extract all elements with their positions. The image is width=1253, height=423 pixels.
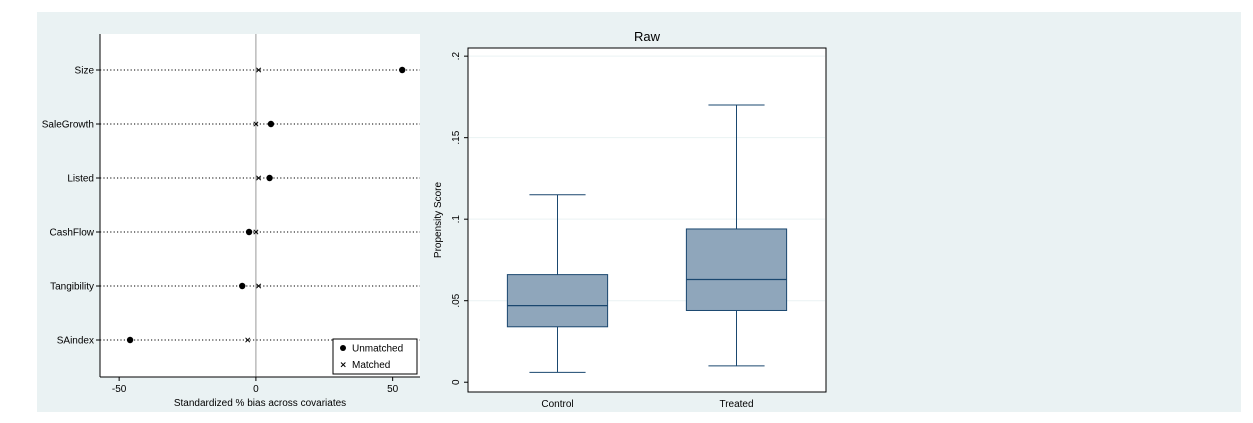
y-tick-label: .15 <box>451 130 462 144</box>
unmatched-point <box>126 336 134 344</box>
x-stroke <box>253 229 259 235</box>
y-axis-label: Propensity Score <box>433 181 444 258</box>
bias-x-ticks: -50 0 50 <box>112 377 399 395</box>
matched-point <box>253 229 259 235</box>
panel-title: Raw <box>634 29 661 44</box>
legend-unmatched-label: Unmatched <box>352 344 403 355</box>
unmatched-point <box>239 282 246 290</box>
iqr-box <box>506 274 609 328</box>
matched-point <box>256 67 262 73</box>
box-treated <box>685 104 788 367</box>
box-control <box>506 194 609 373</box>
matched-point <box>253 121 259 127</box>
unmatched-point <box>399 66 406 74</box>
iqr-box <box>685 228 788 311</box>
x-stroke <box>340 362 346 368</box>
x-stroke <box>245 337 251 343</box>
y-tick-label: .1 <box>451 215 462 224</box>
x-category-label: Control <box>541 399 573 410</box>
bias-plot-area <box>100 34 420 377</box>
legend-box <box>332 338 418 375</box>
y-tick-label: .2 <box>451 52 462 61</box>
unmatched-point <box>266 174 273 182</box>
covariate-label: SAindex <box>57 336 94 347</box>
bias-legend: Unmatched Matched <box>332 338 418 375</box>
raw-box-plot: Raw 0 .05 .1 .15 .2 Propensity Score Control Tre… <box>433 29 827 410</box>
bias-rows: Size SaleGrowth Listed CashFlow Tangibility S… <box>42 66 420 347</box>
box-plot-area <box>467 47 827 393</box>
matched-point <box>245 337 251 343</box>
x-stroke <box>256 67 262 73</box>
legend-matched-x-icon <box>340 362 346 368</box>
matched-point <box>256 283 262 289</box>
covariate-label: Listed <box>67 174 94 185</box>
x-stroke <box>256 175 262 181</box>
y-tick-label: .05 <box>451 293 462 307</box>
x-tick-label: 50 <box>387 384 399 395</box>
legend-matched-label: Matched <box>352 360 390 371</box>
covariate-label: CashFlow <box>50 228 95 239</box>
y-tick-label: 0 <box>451 379 462 385</box>
x-stroke <box>256 283 262 289</box>
matched-point <box>256 175 262 181</box>
x-tick-label: -50 <box>112 384 127 395</box>
covariate-label: SaleGrowth <box>42 120 94 131</box>
bias-x-label: Standardized % bias across covariates <box>174 398 346 409</box>
covariate-label: Size <box>75 66 95 77</box>
bias-markers <box>126 66 406 344</box>
x-tick-label: 0 <box>253 384 259 395</box>
bias-dot-plot: Size SaleGrowth Listed CashFlow Tangibility S… <box>42 34 420 409</box>
x-stroke <box>253 121 259 127</box>
unmatched-point <box>245 228 253 236</box>
x-category-label: Treated <box>719 399 753 410</box>
legend-unmatched-dot-icon <box>340 345 346 351</box>
covariate-label: Tangibility <box>50 282 94 293</box>
unmatched-point <box>267 120 275 128</box>
